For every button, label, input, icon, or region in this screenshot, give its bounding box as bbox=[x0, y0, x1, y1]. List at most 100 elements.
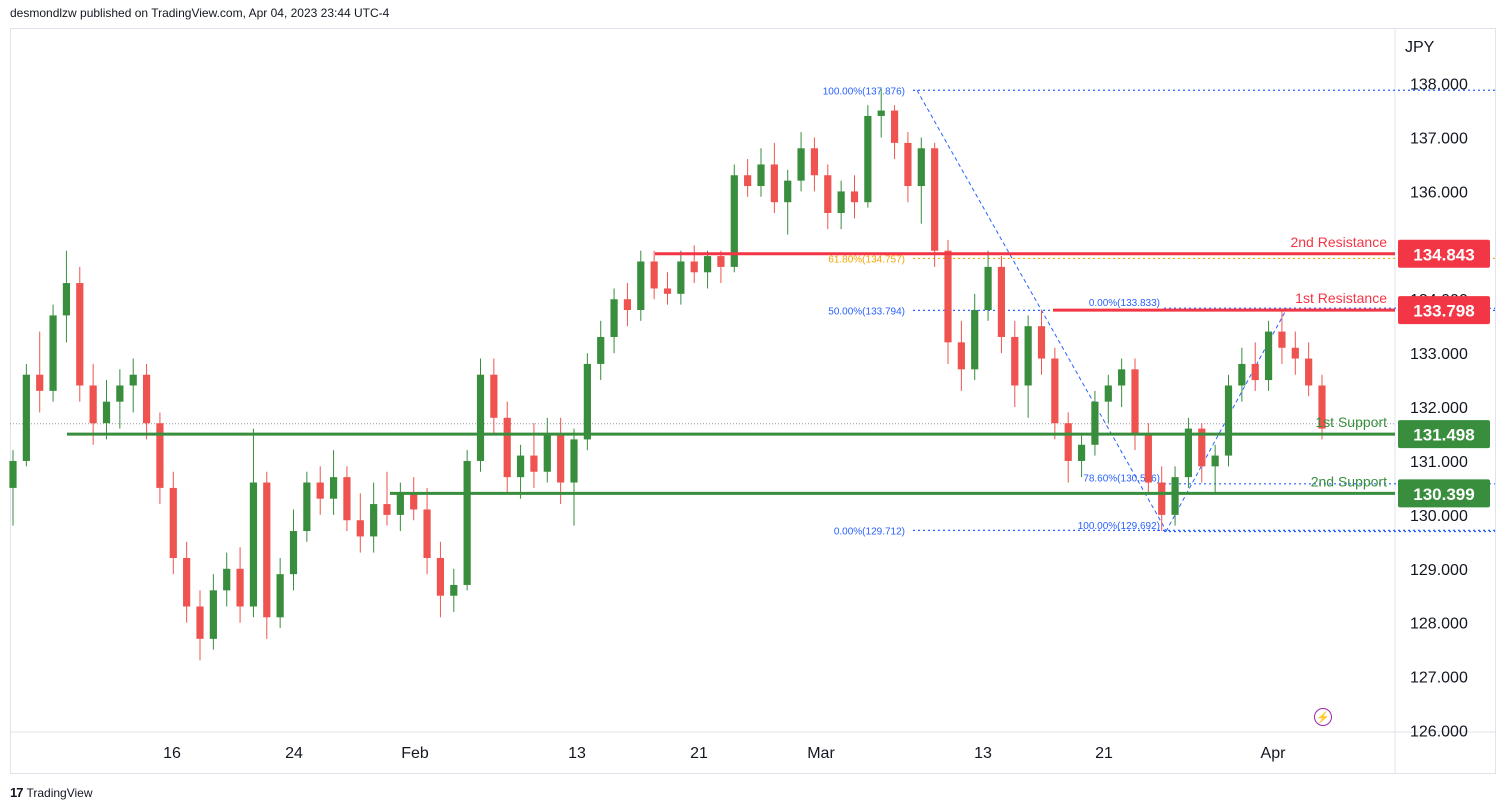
candle bbox=[410, 477, 418, 521]
footer-brand: TradingView bbox=[26, 785, 93, 800]
candle bbox=[931, 142, 939, 267]
candle bbox=[1238, 347, 1246, 402]
candle bbox=[784, 169, 792, 235]
candle bbox=[757, 148, 765, 197]
candle-body bbox=[1011, 336, 1019, 386]
candle-body bbox=[1291, 347, 1299, 359]
candle bbox=[850, 175, 859, 219]
candle-body bbox=[436, 557, 445, 596]
candle-body bbox=[864, 115, 872, 203]
candle-body bbox=[329, 477, 338, 499]
candle-body bbox=[557, 434, 565, 483]
candle-body bbox=[703, 256, 712, 273]
candle bbox=[1158, 466, 1166, 532]
lightning-icon[interactable]: ⚡ bbox=[1314, 708, 1332, 726]
fib-right-label: 0.00%(133.833) bbox=[1089, 298, 1160, 309]
candle-body bbox=[49, 315, 57, 391]
candle bbox=[116, 369, 124, 429]
candle bbox=[1171, 466, 1179, 526]
candle bbox=[890, 105, 899, 160]
candle bbox=[276, 557, 284, 629]
candle-body bbox=[877, 110, 885, 116]
candle bbox=[650, 250, 658, 300]
candle bbox=[1011, 320, 1019, 408]
candle bbox=[102, 380, 111, 440]
candle bbox=[236, 547, 244, 623]
candle bbox=[837, 180, 845, 230]
candle-body bbox=[102, 401, 111, 424]
candle bbox=[583, 353, 591, 451]
candle bbox=[129, 358, 137, 413]
candle-body bbox=[129, 374, 137, 386]
y-tick-label: 138.000 bbox=[1410, 77, 1468, 94]
candle bbox=[1184, 417, 1193, 488]
candle bbox=[62, 250, 71, 343]
candle bbox=[864, 105, 872, 208]
candle bbox=[343, 466, 351, 532]
x-tick-label: Mar bbox=[807, 745, 835, 762]
candle-body bbox=[1198, 428, 1206, 467]
resistance-level-name: 2nd Resistance bbox=[1290, 234, 1387, 250]
candle bbox=[463, 450, 471, 591]
candle-body bbox=[22, 374, 30, 461]
resistance-level-name: 1st Resistance bbox=[1295, 290, 1387, 306]
candle-body bbox=[9, 460, 17, 488]
candle bbox=[1251, 342, 1259, 391]
candle-body bbox=[116, 385, 124, 402]
candle bbox=[971, 293, 979, 381]
candle bbox=[423, 487, 431, 575]
candle-body bbox=[289, 531, 298, 575]
y-tick-label: 130.000 bbox=[1410, 508, 1468, 525]
y-tick-label: 136.000 bbox=[1410, 184, 1468, 201]
candle-body bbox=[583, 363, 591, 440]
x-tick-label: Feb bbox=[401, 745, 429, 762]
candle bbox=[1037, 310, 1046, 375]
candle-body bbox=[984, 266, 992, 311]
candle-body bbox=[1224, 385, 1233, 456]
fib-left-label: 50.00%(133.794) bbox=[828, 306, 905, 317]
candle bbox=[824, 164, 832, 230]
candle-body bbox=[997, 266, 1006, 337]
candle-body bbox=[810, 148, 819, 176]
candle-body bbox=[1037, 326, 1046, 359]
price-badge bbox=[1398, 420, 1490, 449]
candle bbox=[1305, 342, 1313, 397]
candle-body bbox=[770, 164, 778, 203]
candle-body bbox=[223, 568, 231, 591]
price-badge bbox=[1398, 296, 1490, 325]
candle-body bbox=[904, 142, 912, 187]
candle-body bbox=[530, 455, 538, 472]
price-badge-label: 131.498 bbox=[1413, 426, 1474, 445]
y-tick-label: 128.000 bbox=[1410, 616, 1468, 633]
candle bbox=[1131, 358, 1139, 451]
candle bbox=[356, 493, 364, 553]
candle bbox=[303, 471, 311, 542]
candle bbox=[904, 132, 912, 203]
candle-body bbox=[1264, 331, 1273, 381]
candle bbox=[183, 541, 191, 623]
candle-body bbox=[383, 504, 391, 515]
candle-body bbox=[1024, 326, 1032, 386]
candle bbox=[730, 164, 738, 273]
candle-body bbox=[1158, 482, 1166, 515]
candle bbox=[503, 401, 511, 494]
x-tick-label: 16 bbox=[163, 745, 181, 762]
candle-body bbox=[183, 557, 191, 607]
candle bbox=[1077, 434, 1086, 478]
fib-left-label: 100.00%(137.876) bbox=[823, 86, 905, 97]
candle bbox=[49, 304, 57, 402]
candle-body bbox=[1077, 444, 1086, 461]
support-level-name: 2nd Support bbox=[1311, 473, 1387, 489]
candle-body bbox=[757, 164, 765, 187]
candle bbox=[717, 250, 725, 284]
price-badge-label: 134.843 bbox=[1413, 245, 1474, 264]
candle bbox=[249, 428, 258, 618]
currency-label: JPY bbox=[1405, 39, 1435, 56]
candle bbox=[1318, 374, 1326, 440]
candle bbox=[570, 428, 578, 526]
y-tick-label: 131.000 bbox=[1410, 454, 1468, 471]
candle bbox=[637, 250, 645, 321]
candle-body bbox=[1278, 331, 1286, 348]
candle-body bbox=[677, 261, 685, 294]
